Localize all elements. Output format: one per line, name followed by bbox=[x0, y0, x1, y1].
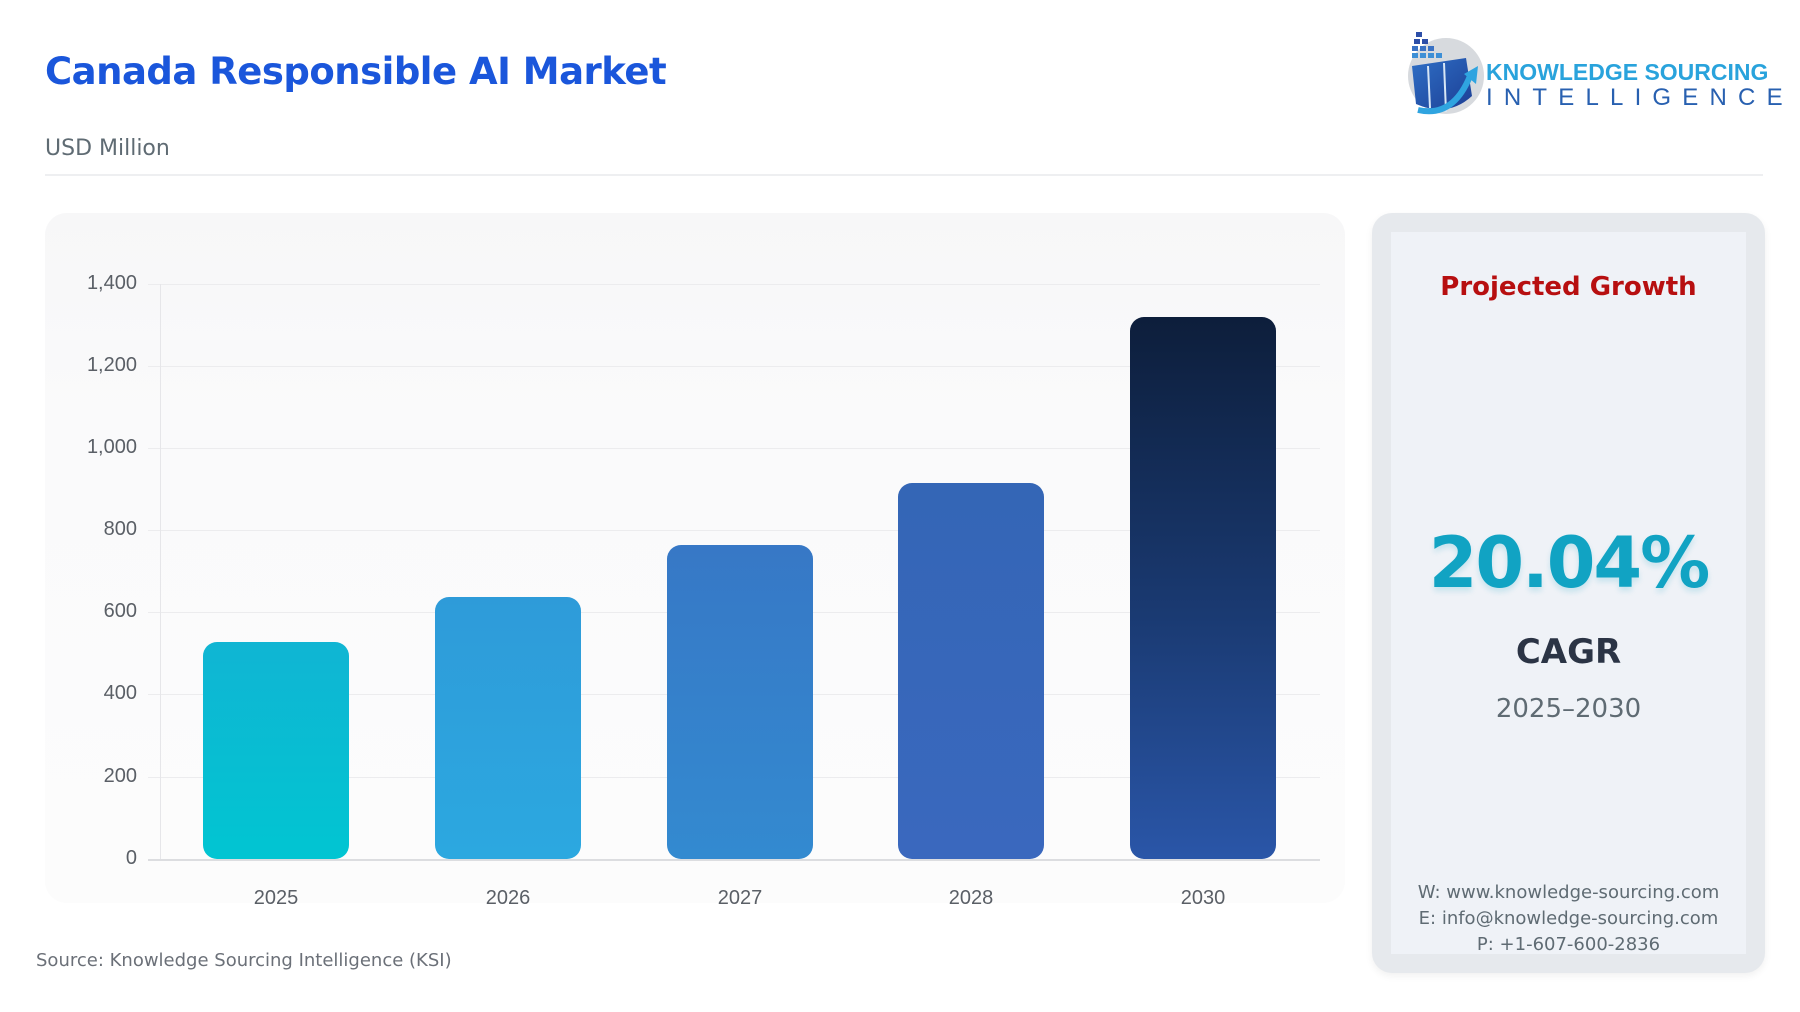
header-divider bbox=[45, 174, 1763, 176]
cagr-period: 2025–2030 bbox=[1495, 694, 1642, 724]
projected-growth-label: Projected Growth bbox=[1440, 272, 1697, 302]
bar-chart-arrow-logo-icon bbox=[1408, 32, 1484, 115]
company-logo: KNOWLEDGE SOURCING INTELLIGENCE bbox=[1398, 26, 1783, 121]
bar-2028[interactable] bbox=[898, 482, 1044, 859]
unit-subtitle: USD Million bbox=[45, 136, 170, 161]
contact-email[interactable]: E: info@knowledge-sourcing.com bbox=[1418, 908, 1719, 929]
bar-2030[interactable] bbox=[1130, 316, 1276, 859]
bar-2027[interactable] bbox=[667, 545, 813, 859]
contact-phone: P: +1-607-600-2836 bbox=[1476, 934, 1661, 955]
source-note: Source: Knowledge Sourcing Intelligence … bbox=[36, 950, 452, 971]
projected-growth-inner: Projected Growth 20.04% CAGR 2025–2030 W… bbox=[1391, 232, 1746, 955]
cagr-value: 20.04% bbox=[1428, 522, 1711, 604]
projected-growth-card: Projected Growth 20.04% CAGR 2025–2030 W… bbox=[1372, 213, 1765, 973]
logo-text-knowledge-sourcing: KNOWLEDGE SOURCING bbox=[1486, 59, 1769, 85]
bar-2026[interactable] bbox=[435, 596, 581, 859]
contact-website[interactable]: W: www.knowledge-sourcing.com bbox=[1417, 882, 1720, 903]
logo-text-intelligence: INTELLIGENCE bbox=[1486, 84, 1794, 111]
cagr-label: CAGR bbox=[1515, 632, 1622, 672]
bar-2025[interactable] bbox=[203, 642, 349, 859]
page-title: Canada Responsible AI Market bbox=[45, 50, 667, 93]
